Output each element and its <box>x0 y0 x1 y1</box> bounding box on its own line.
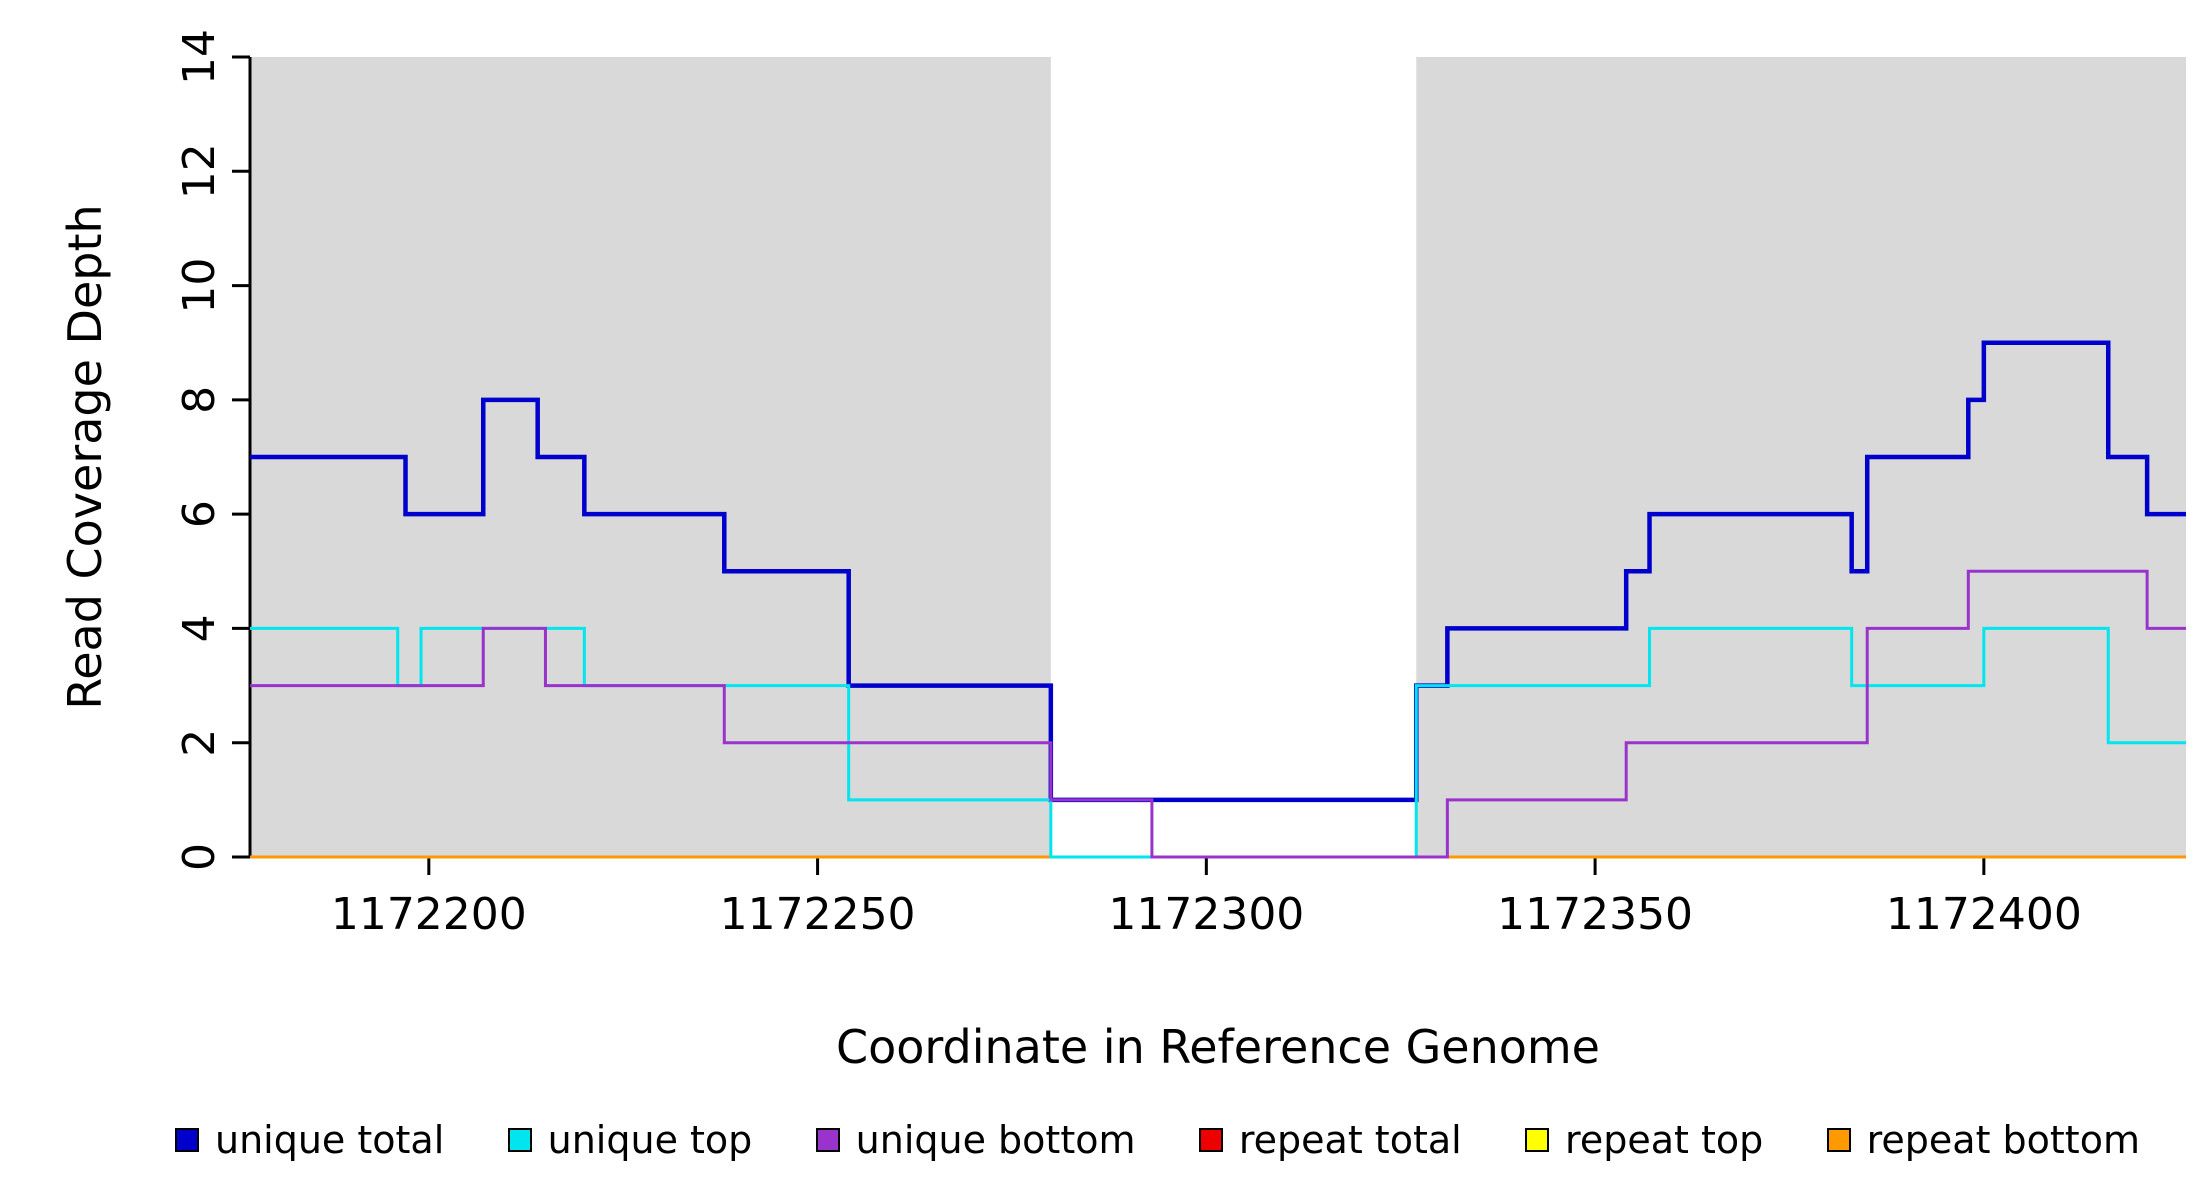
shaded-region <box>1416 57 2186 857</box>
legend-label-repeat-top: repeat top <box>1565 1118 1764 1162</box>
x-tick-label: 1172250 <box>720 889 916 940</box>
y-tick-label: 0 <box>174 843 225 871</box>
legend-swatch-unique-top-icon <box>507 1128 532 1152</box>
series-unique-bottom <box>250 569 2186 859</box>
y-tick-label: 8 <box>174 386 225 414</box>
y-tick-label: 14 <box>174 29 225 85</box>
y-axis-title: Read Coverage Depth <box>58 204 112 710</box>
y-tick-label: 10 <box>174 258 225 314</box>
legend: unique total unique top unique bottom re… <box>175 1118 2140 1162</box>
legend-item-repeat-top: repeat top <box>1525 1118 1763 1162</box>
legend-swatch-repeat-top-icon <box>1525 1128 1550 1152</box>
y-tick-label: 12 <box>174 143 225 199</box>
x-tick-label: 1172200 <box>331 889 527 940</box>
x-tick-label: 1172400 <box>1886 889 2082 940</box>
legend-label-unique-bottom: unique bottom <box>855 1118 1136 1162</box>
legend-item-repeat-bottom: repeat bottom <box>1826 1118 2140 1162</box>
legend-swatch-unique-total-icon <box>175 1128 199 1152</box>
x-tick-label: 1172350 <box>1497 889 1693 940</box>
legend-item-unique-total: unique total <box>175 1118 444 1162</box>
legend-swatch-repeat-total-icon <box>1198 1128 1223 1152</box>
x-axis-title: Coordinate in Reference Genome <box>836 1020 1600 1074</box>
legend-label-repeat-bottom: repeat bottom <box>1866 1118 2140 1162</box>
legend-item-repeat-total: repeat total <box>1198 1118 1462 1162</box>
y-tick-label: 6 <box>174 500 225 528</box>
legend-swatch-repeat-bottom-icon <box>1826 1128 1851 1152</box>
y-tick-label: 2 <box>174 729 225 757</box>
legend-item-unique-bottom: unique bottom <box>815 1118 1136 1162</box>
legend-label-repeat-total: repeat total <box>1238 1118 1462 1162</box>
series-unique-total <box>250 340 2186 803</box>
legend-item-unique-top: unique top <box>507 1118 753 1162</box>
x-tick-label: 1172300 <box>1108 889 1304 940</box>
legend-swatch-unique-bottom-icon <box>815 1128 840 1152</box>
legend-label-unique-top: unique top <box>547 1118 753 1162</box>
y-tick-label: 4 <box>174 614 225 642</box>
legend-label-unique-total: unique total <box>215 1118 445 1162</box>
